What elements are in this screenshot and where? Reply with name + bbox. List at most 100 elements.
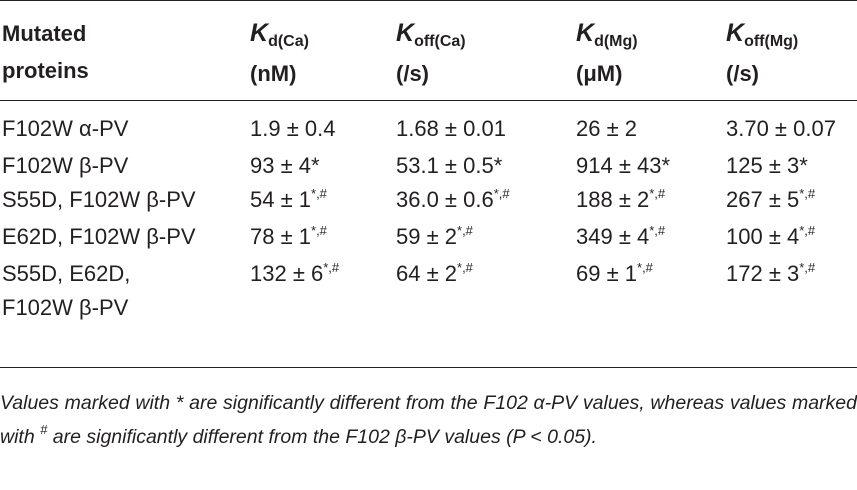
value-cell: 3.70 ± 0.07 — [726, 92, 857, 149]
binding-constants-table: Mutated proteins Kd(Ca) (nM) Koff(Ca) (/… — [0, 12, 857, 325]
value-text: 93 ± 4 — [250, 153, 312, 178]
significance-marker: *,# — [493, 186, 510, 201]
value-cell: 125 ± 3* — [726, 149, 857, 183]
value-text: 3.70 ± 0.07 — [726, 116, 836, 141]
protein-name: F102W β-PV — [2, 153, 129, 178]
significance-marker: * — [493, 153, 503, 178]
value-text: 36.0 ± 0.6 — [396, 187, 494, 212]
footnote-text: Values marked with * are significantly d… — [0, 392, 857, 448]
value-cell: 36.0 ± 0.6*,# — [396, 183, 576, 220]
value-cell: 1.9 ± 0.4 — [250, 92, 396, 149]
significance-marker: *,# — [457, 223, 473, 238]
header-unit: (/s) — [396, 61, 429, 86]
footnote-text-continued: are significantly different from the F10… — [47, 426, 597, 448]
value-cell: 78 ± 1*,# — [250, 220, 396, 257]
significance-marker: * — [799, 153, 808, 178]
table-row: F102W β-PV 93 ± 4* 53.1 ± 0.5* 914 ± 43*… — [0, 149, 857, 183]
value-text: 78 ± 1 — [250, 224, 312, 249]
value-text: 914 ± 43 — [576, 153, 662, 178]
value-text: 1.9 ± 0.4 — [250, 116, 336, 141]
header-line: Mutated — [2, 21, 87, 46]
k-subscript: d(Mg) — [594, 33, 638, 50]
table-row: S55D, E62D, F102W β-PV 132 ± 6*,# 64 ± 2… — [0, 257, 857, 325]
k-subscript: off(Ca) — [414, 33, 466, 50]
value-cell: 188 ± 2*,# — [576, 183, 726, 220]
value-text: 26 ± 2 — [576, 116, 638, 141]
table-row: F102W α-PV 1.9 ± 0.4 1.68 ± 0.01 26 ± 2 … — [0, 92, 857, 149]
header-mutated-proteins: Mutated proteins — [0, 12, 250, 92]
value-cell: 1.68 ± 0.01 — [396, 92, 576, 149]
value-text: 349 ± 4 — [576, 224, 650, 249]
significance-marker: *,# — [649, 186, 666, 201]
significance-marker: *,# — [323, 260, 340, 275]
value-text: 100 ± 4 — [726, 224, 800, 249]
k-symbol: K — [576, 19, 595, 47]
value-text: 64 ± 2 — [396, 261, 458, 286]
value-text: 1.68 ± 0.01 — [396, 116, 506, 141]
value-text: 267 ± 5 — [726, 187, 800, 212]
header-rule — [0, 100, 857, 101]
header-unit: (nM) — [250, 61, 297, 86]
value-cell: 93 ± 4* — [250, 149, 396, 183]
significance-marker: *,# — [649, 223, 666, 238]
value-cell: 172 ± 3*,# — [726, 257, 857, 325]
k-symbol: K — [726, 19, 745, 47]
table-footnote: Values marked with * are significantly d… — [0, 386, 857, 456]
value-cell: 132 ± 6*,# — [250, 257, 396, 325]
significance-marker: *,# — [799, 260, 816, 275]
value-cell: 914 ± 43* — [576, 149, 726, 183]
header-line: proteins — [2, 58, 89, 83]
protein-cell: F102W β-PV — [0, 149, 250, 183]
value-cell: 54 ± 1*,# — [250, 183, 396, 220]
protein-name: E62D, F102W β-PV — [2, 224, 196, 249]
protein-cell: E62D, F102W β-PV — [0, 220, 250, 257]
significance-marker: *,# — [311, 186, 327, 201]
header-kd-ca: Kd(Ca) (nM) — [250, 12, 396, 92]
value-cell: 64 ± 2*,# — [396, 257, 576, 325]
significance-marker: * — [311, 153, 320, 178]
k-symbol: K — [396, 19, 415, 47]
top-rule — [0, 0, 857, 1]
footnote-hash-marker: # — [40, 422, 48, 437]
protein-name: S55D, E62D, — [2, 261, 131, 286]
value-cell: 59 ± 2*,# — [396, 220, 576, 257]
header-koff-mg: Koff(Mg) (/s) — [726, 12, 857, 92]
k-subscript: off(Mg) — [744, 33, 799, 50]
value-text: 54 ± 1 — [250, 187, 312, 212]
bottom-rule — [0, 367, 857, 368]
value-text: 69 ± 1 — [576, 261, 638, 286]
significance-marker: *,# — [637, 260, 653, 275]
header-kd-mg: Kd(Mg) (μM) — [576, 12, 726, 92]
value-cell: 26 ± 2 — [576, 92, 726, 149]
significance-marker: *,# — [457, 260, 473, 275]
value-cell: 53.1 ± 0.5* — [396, 149, 576, 183]
value-cell: 349 ± 4*,# — [576, 220, 726, 257]
value-cell: 100 ± 4*,# — [726, 220, 857, 257]
protein-name: F102W α-PV — [2, 116, 129, 141]
header-unit: (/s) — [726, 61, 759, 86]
significance-marker: *,# — [799, 186, 816, 201]
value-text: 59 ± 2 — [396, 224, 458, 249]
value-text: 132 ± 6 — [250, 261, 324, 286]
significance-marker: * — [661, 153, 671, 178]
header-unit: (μM) — [576, 61, 623, 86]
significance-marker: *,# — [311, 223, 327, 238]
protein-cell: F102W α-PV — [0, 92, 250, 149]
value-text: 172 ± 3 — [726, 261, 800, 286]
protein-cell: S55D, F102W β-PV — [0, 183, 250, 220]
value-text: 188 ± 2 — [576, 187, 650, 212]
value-text: 53.1 ± 0.5 — [396, 153, 494, 178]
protein-cell: S55D, E62D, F102W β-PV — [0, 257, 250, 325]
protein-name: S55D, F102W β-PV — [2, 187, 196, 212]
k-subscript: d(Ca) — [268, 33, 309, 50]
significance-marker: *,# — [799, 223, 816, 238]
value-cell: 69 ± 1*,# — [576, 257, 726, 325]
value-text: 125 ± 3 — [726, 153, 800, 178]
protein-name-continued: F102W β-PV — [2, 295, 129, 320]
header-row: Mutated proteins Kd(Ca) (nM) Koff(Ca) (/… — [0, 12, 857, 92]
header-koff-ca: Koff(Ca) (/s) — [396, 12, 576, 92]
value-cell: 267 ± 5*,# — [726, 183, 857, 220]
table-row: S55D, F102W β-PV 54 ± 1*,# 36.0 ± 0.6*,#… — [0, 183, 857, 220]
k-symbol: K — [250, 19, 269, 47]
table-row: E62D, F102W β-PV 78 ± 1*,# 59 ± 2*,# 349… — [0, 220, 857, 257]
